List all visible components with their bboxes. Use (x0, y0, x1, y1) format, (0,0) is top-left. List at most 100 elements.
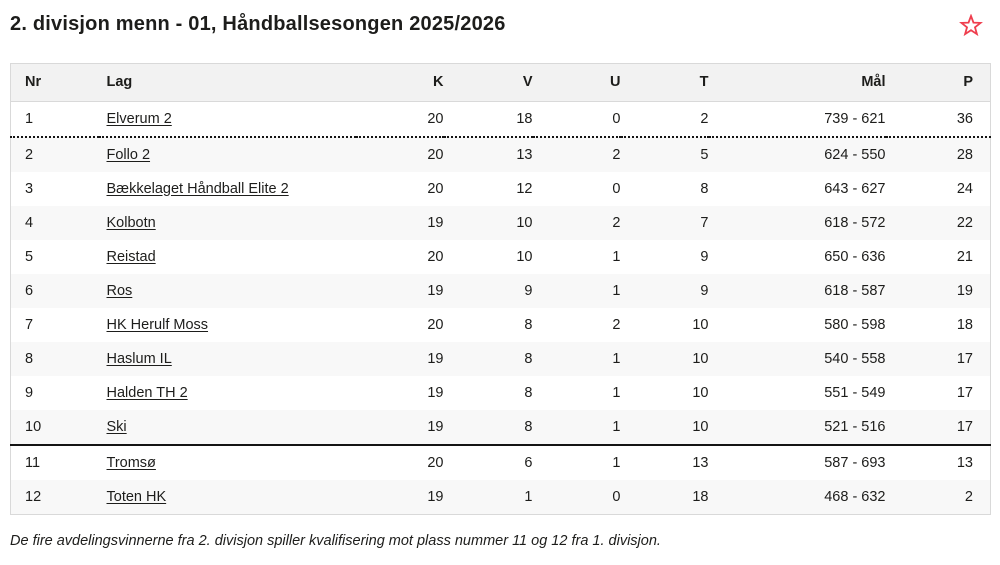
table-header-row: Nr Lag K V U T Mål P (10, 63, 991, 102)
p-cell: 18 (956, 316, 973, 333)
k-cell: 19 (427, 282, 444, 299)
team-cell: Halden TH 2 (99, 376, 356, 410)
k-cell: 19 (427, 350, 444, 367)
t-cell: 18 (692, 488, 709, 505)
maal-cell: 580 - 598 (824, 316, 886, 333)
team-cell: Reistad (99, 240, 356, 274)
nr-cell: 12 (25, 488, 42, 505)
u-cell: 1 (612, 282, 621, 299)
p-cell: 17 (956, 418, 973, 435)
v-cell: 8 (524, 316, 533, 333)
v-cell: 8 (524, 418, 533, 435)
team-cell: Tromsø (99, 445, 356, 480)
v-cell: 8 (524, 350, 533, 367)
t-cell: 10 (692, 316, 709, 333)
nr-cell: 4 (25, 214, 34, 231)
maal-cell: 618 - 572 (824, 214, 886, 231)
team-cell: Toten HK (99, 480, 356, 515)
maal-cell: 618 - 587 (824, 282, 886, 299)
u-cell: 0 (612, 180, 621, 197)
table-row: 12 Toten HK 19 1 0 18 468 - 632 2 (10, 480, 991, 515)
team-link[interactable]: Haslum IL (106, 350, 172, 367)
p-cell: 21 (956, 248, 973, 265)
column-header-nr: Nr (25, 74, 42, 90)
nr-cell: 10 (25, 418, 42, 435)
v-cell: 10 (516, 248, 533, 265)
standings-table: Nr Lag K V U T Mål P 1 Elverum 2 20 18 0 2 739… (10, 63, 991, 515)
k-cell: 20 (427, 110, 444, 127)
nr-cell: 5 (25, 248, 34, 265)
u-cell: 1 (612, 418, 621, 435)
t-cell: 2 (700, 110, 709, 127)
v-cell: 13 (516, 146, 533, 163)
t-cell: 10 (692, 350, 709, 367)
column-header-p: P (963, 74, 973, 90)
table-row: 5 Reistad 20 10 1 9 650 - 636 21 (11, 240, 991, 274)
nr-cell: 2 (25, 146, 34, 163)
u-cell: 2 (612, 146, 621, 163)
team-link[interactable]: HK Herulf Moss (106, 316, 209, 333)
k-cell: 20 (427, 316, 444, 333)
maal-cell: 650 - 636 (824, 248, 886, 265)
u-cell: 0 (612, 488, 621, 505)
p-cell: 22 (956, 214, 973, 231)
team-link[interactable]: Reistad (106, 248, 156, 265)
p-cell: 36 (956, 110, 973, 127)
k-cell: 19 (427, 488, 444, 505)
v-cell: 6 (524, 454, 533, 471)
k-cell: 19 (427, 214, 444, 231)
v-cell: 10 (516, 214, 533, 231)
table-row: 2 Follo 2 20 13 2 5 624 - 550 28 (10, 137, 991, 172)
p-cell: 17 (956, 384, 973, 401)
v-cell: 12 (516, 180, 533, 197)
team-link[interactable]: Bækkelaget Håndball Elite 2 (106, 180, 289, 197)
page-header: 2. divisjon menn - 01, Håndballsesongen … (10, 0, 990, 63)
u-cell: 1 (612, 384, 621, 401)
p-cell: 24 (956, 180, 973, 197)
p-cell: 19 (956, 282, 973, 299)
team-link[interactable]: Toten HK (106, 488, 167, 505)
table-row: 11 Tromsø 20 6 1 13 587 - 693 13 (11, 445, 991, 480)
u-cell: 0 (612, 110, 621, 127)
team-link[interactable]: Tromsø (106, 454, 156, 471)
team-cell: Ros (99, 274, 356, 308)
team-link[interactable]: Elverum 2 (106, 110, 172, 127)
table-row: 10 Ski 19 8 1 10 521 - 516 17 (10, 410, 991, 445)
maal-cell: 624 - 550 (824, 146, 886, 163)
k-cell: 20 (427, 454, 444, 471)
team-link[interactable]: Ros (106, 282, 133, 299)
nr-cell: 3 (25, 180, 34, 197)
table-row: 9 Halden TH 2 19 8 1 10 551 - 549 17 (11, 376, 991, 410)
p-cell: 28 (956, 146, 973, 163)
team-link[interactable]: Halden TH 2 (106, 384, 188, 401)
team-link[interactable]: Follo 2 (106, 146, 151, 163)
p-cell: 13 (956, 454, 973, 471)
team-cell: Ski (99, 410, 356, 445)
nr-cell: 9 (25, 384, 34, 401)
table-row: 1 Elverum 2 20 18 0 2 739 - 621 36 (10, 102, 991, 137)
k-cell: 19 (427, 418, 444, 435)
maal-cell: 587 - 693 (824, 454, 886, 471)
t-cell: 5 (700, 146, 709, 163)
v-cell: 1 (524, 488, 533, 505)
table-row: 4 Kolbotn 19 10 2 7 618 - 572 22 (10, 206, 991, 240)
nr-cell: 7 (25, 316, 34, 333)
maal-cell: 468 - 632 (824, 488, 886, 505)
team-cell: HK Herulf Moss (99, 308, 356, 342)
nr-cell: 11 (25, 454, 41, 471)
maal-cell: 540 - 558 (824, 350, 886, 367)
nr-cell: 8 (25, 350, 34, 367)
u-cell: 1 (612, 248, 621, 265)
team-cell: Kolbotn (99, 206, 356, 240)
t-cell: 9 (700, 282, 709, 299)
p-cell: 17 (956, 350, 973, 367)
team-cell: Follo 2 (99, 137, 356, 172)
team-link[interactable]: Ski (106, 418, 127, 435)
page-title: 2. divisjon menn - 01, Håndballsesongen … (10, 13, 506, 35)
maal-cell: 643 - 627 (824, 180, 886, 197)
u-cell: 2 (612, 214, 621, 231)
t-cell: 8 (700, 180, 709, 197)
team-link[interactable]: Kolbotn (106, 214, 156, 231)
u-cell: 2 (612, 316, 621, 333)
favorite-button[interactable] (958, 13, 984, 39)
